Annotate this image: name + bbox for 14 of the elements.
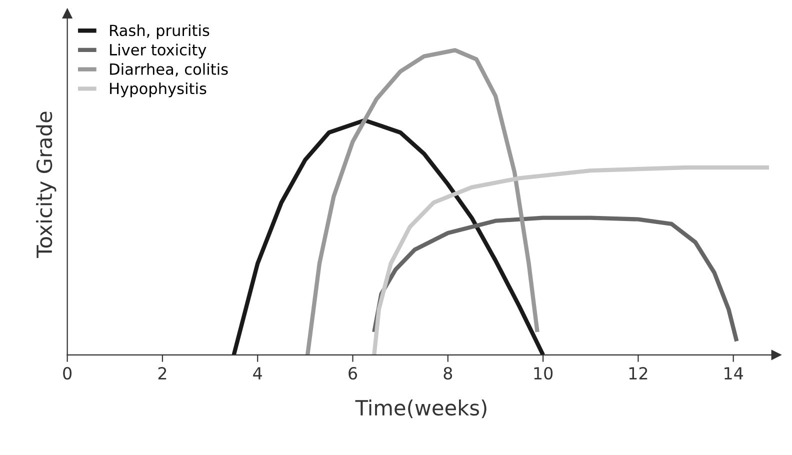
x-tick-label: 14 [724, 367, 744, 380]
x-axis-title: Time(weeks) [355, 400, 486, 418]
x-tick-label: 12 [629, 367, 648, 380]
legend-label: Rash, pruritis [110, 24, 210, 40]
x-tick-label: 8 [444, 367, 452, 380]
x-tick-label: 6 [348, 367, 358, 380]
x-tick-label: 10 [534, 367, 553, 380]
x-tick-label: 0 [63, 367, 72, 380]
y-axis-title: Toxicity Grade [36, 112, 56, 258]
legend-label: Diarrhea, colitis [110, 63, 228, 76]
legend-label: Hypophysitis [110, 82, 206, 98]
x-tick-label: 2 [158, 367, 166, 380]
legend-label: Liver toxicity [110, 44, 206, 58]
x-tick-label: 4 [253, 367, 262, 380]
